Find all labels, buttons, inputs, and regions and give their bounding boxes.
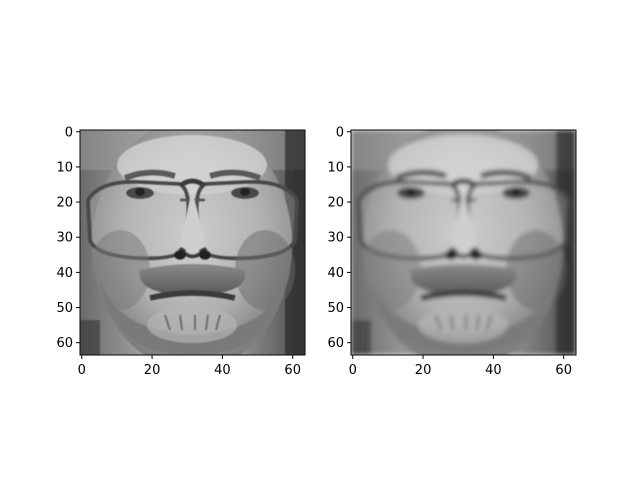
face-image-original [80, 120, 305, 370]
y-tick-label: 30 [56, 231, 73, 246]
y-tick-label: 20 [327, 196, 344, 211]
right-axes-frame [350, 129, 577, 356]
x-tick-label: 20 [144, 363, 161, 378]
left-y-axis: 0 10 20 30 40 50 60 [56, 125, 80, 351]
y-tick-label: 40 [327, 266, 344, 281]
y-tick-label: 10 [56, 160, 73, 175]
x-tick-label: 60 [284, 363, 301, 378]
right-image-panel: 0 10 20 30 40 50 60 0 20 40 60 [327, 120, 577, 378]
face-image-reconstruction [351, 120, 576, 370]
x-tick-label: 40 [214, 363, 231, 378]
y-tick-label: 40 [56, 266, 73, 281]
x-tick-label: 40 [485, 363, 502, 378]
y-tick-label: 50 [56, 301, 73, 316]
y-tick-label: 10 [327, 160, 344, 175]
right-y-axis: 0 10 20 30 40 50 60 [327, 125, 351, 351]
y-tick-label: 0 [336, 125, 344, 140]
y-tick-label: 20 [56, 196, 73, 211]
y-tick-label: 60 [56, 336, 73, 351]
right-x-axis: 0 20 40 60 [349, 355, 572, 378]
x-tick-label: 60 [555, 363, 572, 378]
x-tick-label: 0 [78, 363, 86, 378]
left-axes-frame [79, 129, 306, 356]
x-tick-label: 0 [349, 363, 357, 378]
y-tick-label: 50 [327, 301, 344, 316]
y-tick-label: 0 [65, 125, 73, 140]
y-tick-label: 30 [327, 231, 344, 246]
left-x-axis: 0 20 40 60 [78, 355, 301, 378]
left-image-panel: 0 10 20 30 40 50 60 0 20 40 60 [56, 120, 306, 378]
x-tick-label: 20 [415, 363, 432, 378]
y-tick-label: 60 [327, 336, 344, 351]
